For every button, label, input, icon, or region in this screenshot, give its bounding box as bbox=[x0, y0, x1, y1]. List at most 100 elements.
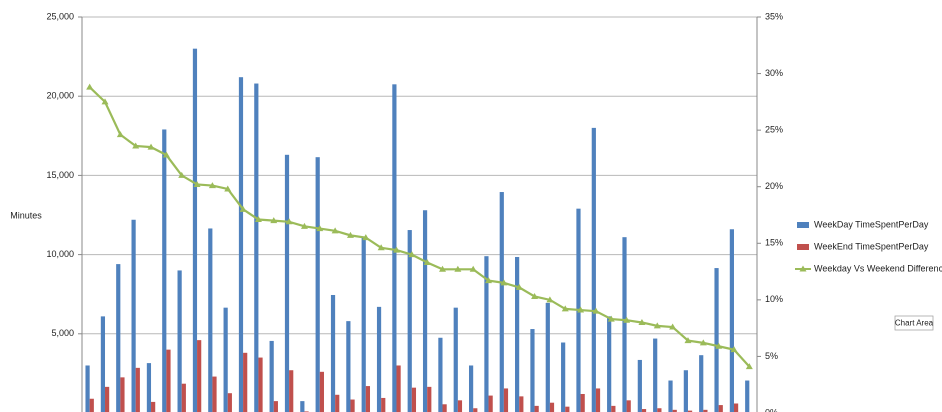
bar bbox=[545, 302, 550, 412]
bar bbox=[131, 219, 136, 412]
bar bbox=[626, 400, 631, 412]
marker bbox=[423, 259, 431, 266]
marker bbox=[531, 292, 539, 299]
bar bbox=[622, 237, 627, 412]
bar bbox=[641, 409, 647, 412]
marker bbox=[715, 342, 723, 349]
bar bbox=[503, 388, 509, 412]
bar bbox=[473, 408, 478, 412]
marker bbox=[285, 218, 293, 225]
marker bbox=[193, 180, 201, 187]
marker bbox=[147, 143, 155, 150]
bar bbox=[519, 396, 524, 412]
bar bbox=[346, 321, 351, 412]
legend-swatch bbox=[799, 265, 807, 272]
bar bbox=[534, 405, 539, 412]
bar bbox=[442, 404, 447, 412]
bar bbox=[745, 380, 750, 412]
bar bbox=[319, 371, 324, 412]
bar bbox=[653, 338, 658, 412]
bar bbox=[703, 409, 708, 412]
bar bbox=[223, 307, 228, 412]
marker bbox=[653, 322, 661, 329]
marker bbox=[224, 185, 232, 192]
bar bbox=[687, 410, 693, 412]
marker bbox=[116, 131, 124, 138]
bar bbox=[227, 393, 232, 412]
bar bbox=[672, 409, 677, 412]
bar bbox=[135, 367, 140, 412]
bar bbox=[181, 383, 186, 412]
bar bbox=[151, 401, 156, 412]
legend-swatch bbox=[797, 244, 809, 250]
legend-swatch bbox=[797, 222, 809, 228]
bar bbox=[208, 228, 213, 412]
bar bbox=[238, 77, 244, 412]
y-tick-label: 15,000 bbox=[46, 170, 74, 180]
bar bbox=[565, 406, 570, 412]
marker bbox=[745, 363, 753, 370]
bar bbox=[407, 230, 412, 412]
marker bbox=[86, 83, 94, 90]
bar bbox=[289, 370, 294, 412]
bar bbox=[714, 268, 719, 412]
marker bbox=[592, 307, 600, 314]
marker bbox=[208, 182, 216, 189]
bar bbox=[269, 340, 274, 412]
marker bbox=[162, 151, 170, 158]
bar bbox=[376, 306, 382, 412]
y-tick-label: 10,000 bbox=[46, 249, 74, 259]
marker bbox=[408, 251, 416, 258]
bar bbox=[637, 359, 642, 412]
marker bbox=[623, 316, 631, 323]
marker bbox=[346, 231, 354, 238]
bar bbox=[657, 408, 662, 412]
bar bbox=[733, 403, 739, 412]
marker bbox=[730, 346, 738, 353]
bar bbox=[392, 84, 397, 412]
bar bbox=[438, 337, 443, 412]
y2-tick-label: 0% bbox=[765, 407, 778, 412]
bar bbox=[89, 398, 94, 412]
tooltip: Chart Area bbox=[895, 319, 934, 328]
bar bbox=[100, 316, 106, 412]
bar bbox=[162, 129, 167, 412]
marker bbox=[392, 246, 400, 253]
bar bbox=[396, 365, 401, 412]
marker bbox=[331, 227, 339, 234]
bar bbox=[212, 376, 217, 412]
bar bbox=[718, 405, 723, 412]
bar bbox=[668, 380, 673, 412]
y2-tick-label: 5% bbox=[765, 351, 778, 361]
y-tick-label: 20,000 bbox=[46, 91, 74, 101]
marker bbox=[515, 283, 523, 290]
y-tick-label: 5,000 bbox=[51, 328, 74, 338]
marker bbox=[454, 265, 462, 272]
marker bbox=[469, 265, 477, 272]
marker bbox=[485, 277, 493, 284]
y-axis-label: Minutes bbox=[10, 210, 42, 220]
bar bbox=[177, 270, 182, 412]
marker bbox=[239, 205, 247, 212]
bar bbox=[611, 405, 616, 412]
bar bbox=[729, 229, 734, 412]
bar bbox=[197, 340, 202, 412]
bar bbox=[561, 342, 566, 412]
legend-label: WeekDay TimeSpentPerDay bbox=[814, 219, 929, 229]
marker bbox=[132, 142, 140, 149]
bar bbox=[350, 399, 355, 412]
bar bbox=[499, 192, 504, 412]
bar bbox=[105, 386, 110, 412]
bar bbox=[453, 307, 458, 412]
y2-tick-label: 35% bbox=[765, 11, 783, 21]
legend-label: Weekday Vs Weekend Difference bbox=[814, 263, 942, 273]
marker bbox=[684, 337, 692, 344]
bar bbox=[683, 370, 688, 412]
bar bbox=[243, 352, 248, 412]
marker bbox=[500, 279, 508, 286]
bar bbox=[273, 401, 278, 412]
y2-tick-label: 10% bbox=[765, 294, 783, 304]
bar bbox=[330, 294, 336, 412]
